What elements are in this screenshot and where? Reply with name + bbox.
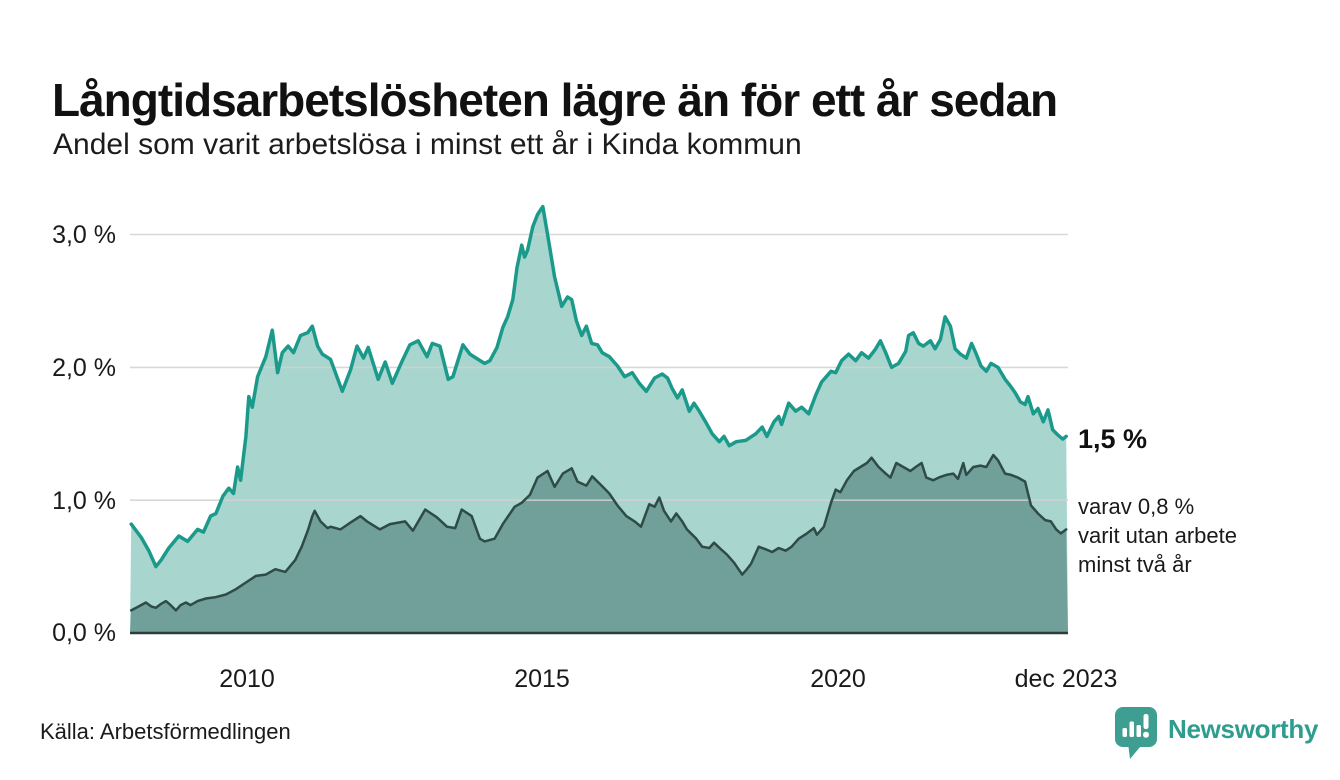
latest-value-label: 1,5 %	[1078, 424, 1148, 454]
chart-subtitle: Andel som varit arbetslösa i minst ett å…	[53, 128, 802, 161]
two-year-note-line-3: minst två år	[1078, 552, 1192, 577]
y-axis-label-1: 1,0 %	[52, 487, 116, 515]
x-axis-label-2010: 2010	[219, 665, 275, 693]
newsworthy-wordmark: Newsworthy	[1168, 714, 1319, 744]
two-year-note: varav 0,8 % varit utan arbete minst två …	[1078, 492, 1237, 579]
two-year-note-line-2: varit utan arbete	[1078, 523, 1237, 548]
x-axis-label-dec-2023: dec 2023	[1014, 665, 1118, 693]
source-note: Källa: Arbetsförmedlingen	[40, 719, 291, 744]
page-title: Långtidsarbetslösheten lägre än för ett …	[52, 73, 1058, 126]
newsworthy-logo: Newsworthy	[1113, 705, 1318, 761]
x-axis-label-2015: 2015	[514, 665, 570, 693]
two-year-note-line-1: varav 0,8 %	[1078, 494, 1195, 519]
newsworthy-bubble-chart-icon	[1115, 707, 1157, 759]
y-axis-label-2: 2,0 %	[52, 354, 116, 382]
y-axis-label-0: 0,0 %	[52, 619, 116, 647]
x-axis-label-2020: 2020	[810, 665, 866, 693]
y-axis-label-3: 3,0 %	[52, 221, 116, 249]
